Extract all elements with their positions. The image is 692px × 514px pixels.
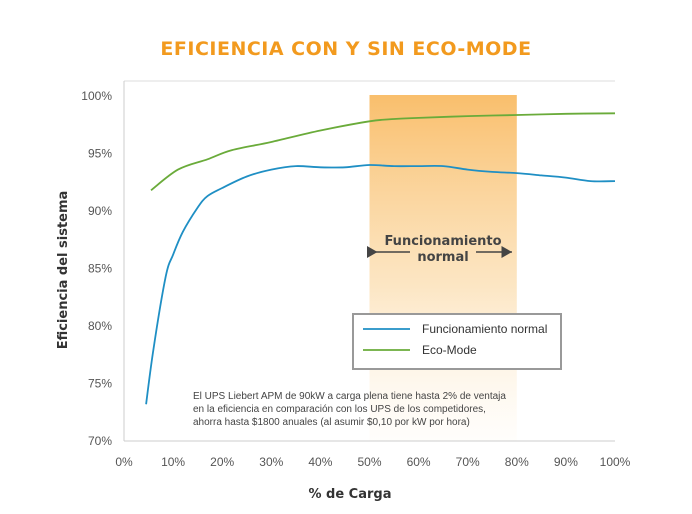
x-tick-label: 100% [600,455,631,469]
y-tick-label: 75% [88,377,112,391]
y-tick-label: 100% [81,89,112,103]
annotation-line3: ahorra hasta $1800 anuales (al asumir $0… [193,417,470,428]
y-tick-label: 80% [88,319,112,333]
x-tick-label: 50% [357,455,381,469]
y-tick-label: 90% [88,204,112,218]
normal-operation-band [369,95,517,441]
legend: Funcionamiento normal Eco-Mode [352,313,562,370]
x-tick-labels: 0% 10% 20% 30% 40% 50% 60% 70% 80% 90% 100% [115,455,630,469]
x-tick-label: 30% [259,455,283,469]
y-tick-label: 70% [88,434,112,448]
chart-title: EFICIENCIA CON Y SIN ECO-MODE [160,38,531,60]
series-line-eco [150,112,616,192]
x-tick-label: 70% [456,455,480,469]
x-tick-label: 80% [505,455,529,469]
x-tick-label: 0% [115,455,133,469]
series-layer [145,112,616,405]
y-axis-label: Eficiencia del sistema [56,191,71,350]
series-line-normal [145,164,616,405]
x-tick-label: 90% [554,455,578,469]
y-tick-label: 95% [88,147,112,161]
legend-label-normal: Funcionamiento normal [422,322,547,336]
y-tick-label: 85% [88,262,112,276]
annotation-line2: en la eficiencia en comparación con los … [193,404,486,415]
band-label-line1: Funcionamiento [384,234,501,249]
x-tick-label: 10% [161,455,185,469]
x-tick-label: 40% [308,455,332,469]
y-tick-labels: 70% 75% 80% 85% 90% 95% 100% [81,89,112,448]
legend-box [352,313,562,370]
x-tick-label: 60% [407,455,431,469]
x-tick-label: 20% [210,455,234,469]
band-label-line2: normal [417,250,468,265]
x-axis-label: % de Carga [308,487,391,502]
legend-label-eco: Eco-Mode [422,343,477,357]
annotation-line1: El UPS Liebert APM de 90kW a carga plena… [193,391,506,402]
